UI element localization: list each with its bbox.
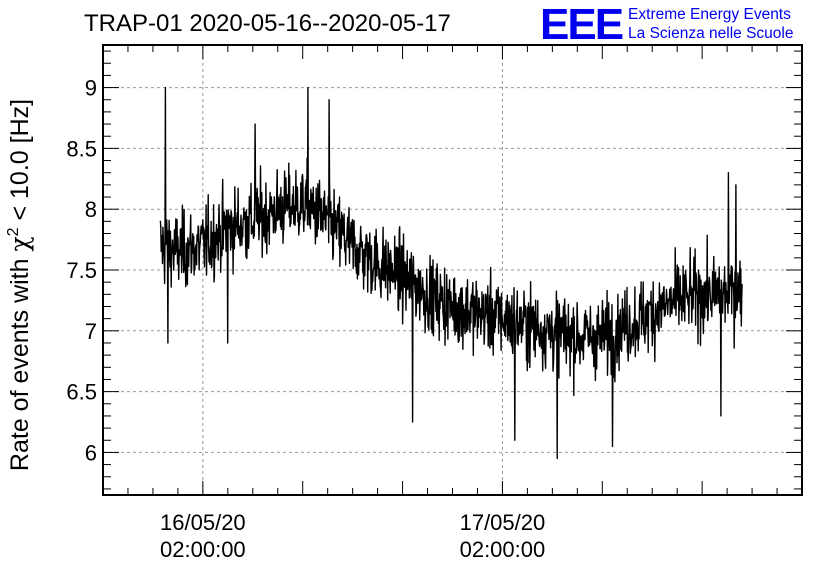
eee-logo: EEE Extreme Energy Events La Scienza nel…	[540, 3, 794, 47]
y-tick-label: 7	[85, 319, 97, 344]
y-tick-label: 8	[85, 197, 97, 222]
y-tick-label: 8.5	[66, 136, 97, 161]
series-line-trap-01	[159, 86, 743, 460]
chart-title: TRAP-01 2020-05-16--2020-05-17	[84, 10, 451, 37]
x-tick-label-date: 17/05/20	[460, 510, 546, 535]
logo-text: Extreme Energy Events La Scienza nelle S…	[628, 5, 793, 43]
y-axis-label: Rate of events with χ2 < 10.0 [Hz]	[5, 99, 34, 471]
plot-frame	[102, 44, 803, 496]
x-tick-label-time: 02:00:00	[160, 537, 246, 562]
logo-line-1: Extreme Energy Events	[628, 6, 791, 23]
x-tick-label-time: 02:00:00	[460, 537, 546, 562]
y-tick-label: 6.5	[66, 380, 97, 405]
y-tick-label: 7.5	[66, 258, 97, 283]
y-tick-label: 9	[85, 76, 97, 101]
y-tick-label: 6	[85, 440, 97, 465]
logo-line-2: La Scienza nelle Scuole	[628, 25, 794, 42]
x-tick-label-date: 16/05/20	[160, 510, 246, 535]
logo-mark: EEE	[540, 0, 624, 49]
